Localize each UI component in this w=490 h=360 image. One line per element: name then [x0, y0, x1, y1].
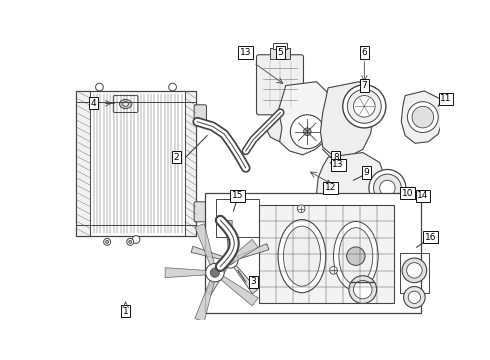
- Circle shape: [226, 256, 234, 264]
- Circle shape: [210, 268, 220, 277]
- Polygon shape: [267, 116, 282, 142]
- Circle shape: [222, 253, 238, 268]
- Bar: [185, 91, 196, 236]
- Circle shape: [169, 83, 176, 91]
- Bar: [400, 253, 429, 293]
- Circle shape: [303, 128, 311, 136]
- Circle shape: [380, 180, 395, 195]
- Polygon shape: [191, 246, 225, 260]
- Circle shape: [412, 106, 434, 128]
- FancyBboxPatch shape: [257, 55, 303, 115]
- Circle shape: [408, 291, 420, 303]
- Text: 6: 6: [362, 48, 367, 57]
- Bar: [270, 48, 290, 59]
- Ellipse shape: [278, 220, 326, 293]
- Polygon shape: [226, 220, 232, 255]
- Ellipse shape: [120, 99, 132, 109]
- Circle shape: [347, 89, 381, 123]
- Circle shape: [346, 247, 365, 265]
- Circle shape: [354, 95, 375, 117]
- Circle shape: [106, 240, 109, 243]
- Circle shape: [408, 102, 438, 132]
- Circle shape: [373, 174, 401, 202]
- Circle shape: [129, 240, 132, 243]
- Text: 4: 4: [91, 99, 96, 108]
- Polygon shape: [195, 224, 215, 266]
- FancyBboxPatch shape: [194, 202, 206, 222]
- Text: 13: 13: [332, 160, 344, 169]
- Text: 15: 15: [231, 191, 243, 200]
- Polygon shape: [165, 268, 208, 278]
- Text: 16: 16: [425, 233, 436, 242]
- Polygon shape: [320, 82, 374, 157]
- Circle shape: [404, 287, 425, 308]
- Bar: [273, 43, 287, 49]
- Polygon shape: [276, 82, 332, 155]
- Circle shape: [127, 238, 134, 245]
- Polygon shape: [220, 239, 258, 270]
- Circle shape: [402, 258, 427, 283]
- Text: 8: 8: [333, 153, 339, 162]
- Polygon shape: [235, 244, 269, 260]
- Circle shape: [297, 205, 305, 213]
- Bar: [76, 91, 90, 236]
- Ellipse shape: [283, 226, 320, 286]
- Polygon shape: [205, 265, 228, 295]
- Circle shape: [291, 115, 324, 149]
- Circle shape: [343, 85, 386, 128]
- Bar: [205, 193, 420, 313]
- Text: 3: 3: [250, 278, 256, 287]
- Circle shape: [330, 266, 337, 274]
- Text: 5: 5: [277, 48, 283, 57]
- Ellipse shape: [339, 228, 373, 285]
- Polygon shape: [233, 264, 257, 294]
- Circle shape: [369, 170, 406, 206]
- Text: 9: 9: [364, 168, 369, 177]
- Circle shape: [206, 264, 224, 282]
- Ellipse shape: [334, 221, 378, 291]
- FancyBboxPatch shape: [194, 105, 206, 125]
- Polygon shape: [195, 279, 215, 321]
- Ellipse shape: [122, 102, 129, 106]
- Bar: [185, 91, 196, 236]
- Polygon shape: [220, 275, 258, 306]
- Text: 10: 10: [402, 189, 413, 198]
- Circle shape: [132, 236, 140, 243]
- Text: 13: 13: [240, 48, 251, 57]
- Bar: [76, 91, 90, 236]
- Bar: [76, 91, 196, 236]
- Text: 14: 14: [417, 191, 429, 200]
- FancyBboxPatch shape: [113, 95, 138, 112]
- Text: 7: 7: [362, 81, 367, 90]
- Bar: [259, 205, 393, 303]
- Polygon shape: [401, 91, 443, 143]
- Text: 12: 12: [325, 184, 336, 193]
- Polygon shape: [317, 153, 386, 222]
- Circle shape: [407, 263, 422, 278]
- Circle shape: [96, 83, 103, 91]
- Bar: [217, 199, 259, 237]
- Text: 1: 1: [122, 307, 128, 316]
- Text: 2: 2: [173, 153, 179, 162]
- Circle shape: [349, 276, 377, 303]
- Text: 11: 11: [440, 94, 452, 103]
- Circle shape: [104, 238, 111, 245]
- Circle shape: [354, 280, 372, 299]
